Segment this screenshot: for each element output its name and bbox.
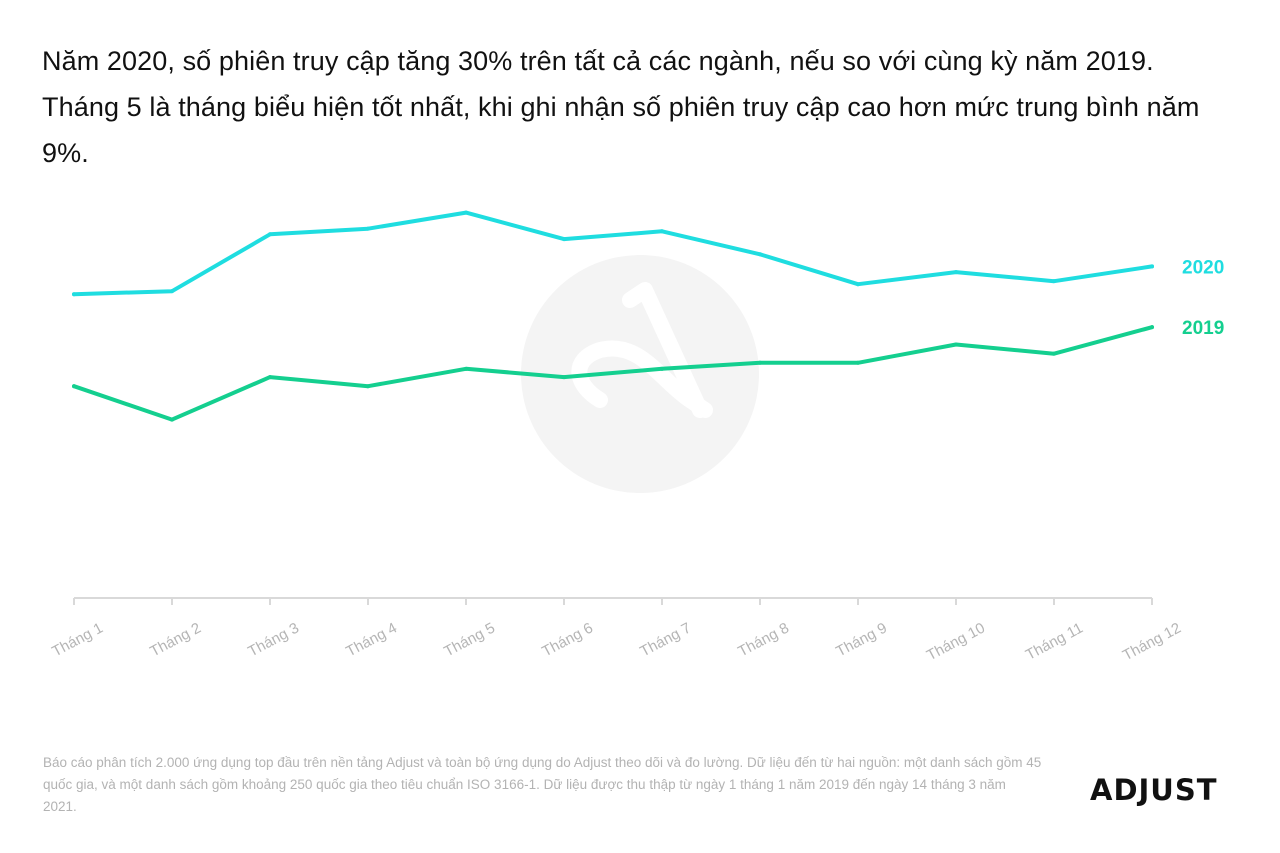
x-tick-label: Tháng 4	[343, 620, 400, 661]
x-tick-label: Tháng 5	[441, 620, 498, 661]
x-tick-label: Tháng 6	[539, 620, 596, 661]
data-point-2019	[72, 384, 76, 389]
data-point-2020	[758, 252, 762, 257]
watermark-logo-icon	[521, 255, 759, 493]
x-tick-label: Tháng 3	[245, 620, 302, 661]
adjust-logo: ADJUST	[1088, 770, 1240, 810]
x-tick-label: Tháng 10	[924, 620, 988, 665]
x-tick-label: Tháng 1	[49, 620, 106, 661]
data-point-2020	[856, 282, 860, 287]
data-point-2020	[562, 237, 566, 242]
series-line-2019	[72, 325, 1154, 422]
data-point-2020	[170, 289, 174, 294]
data-point-2019	[856, 360, 860, 365]
data-point-2019	[268, 375, 272, 380]
data-point-2020	[1052, 279, 1056, 284]
data-point-2020	[268, 232, 272, 237]
x-tick-label: Tháng 11	[1023, 620, 1086, 664]
data-point-2019	[562, 375, 566, 380]
data-point-2019	[660, 366, 664, 371]
data-point-2020	[464, 210, 468, 215]
series-label-2019: 2019	[1182, 318, 1224, 339]
series-line-2020	[72, 210, 1154, 297]
x-tick-label: Tháng 2	[147, 620, 204, 661]
data-point-2019	[954, 342, 958, 347]
data-point-2019	[464, 366, 468, 371]
footnote: Báo cáo phân tích 2.000 ứng dụng top đầu…	[43, 755, 1042, 814]
x-tick-label: Tháng 9	[833, 620, 890, 661]
x-tick-label: Tháng 7	[637, 620, 694, 661]
data-point-2020	[366, 226, 370, 231]
x-tick-label: Tháng 8	[735, 620, 792, 661]
data-point-2020	[1150, 264, 1154, 269]
data-point-2019	[1052, 351, 1056, 356]
x-tick-label: Tháng 12	[1120, 620, 1184, 665]
data-point-2019	[758, 360, 762, 365]
data-point-2020	[954, 270, 958, 275]
headline: Năm 2020, số phiên truy cập tăng 30% trê…	[42, 46, 1200, 168]
data-point-2020	[660, 229, 664, 234]
series-label-2020: 2020	[1182, 257, 1224, 278]
data-point-2019	[366, 384, 370, 389]
data-point-2019	[170, 417, 174, 422]
data-point-2020	[72, 292, 76, 297]
logo-text: ADJUST	[1090, 773, 1218, 807]
data-point-2019	[1150, 325, 1154, 330]
